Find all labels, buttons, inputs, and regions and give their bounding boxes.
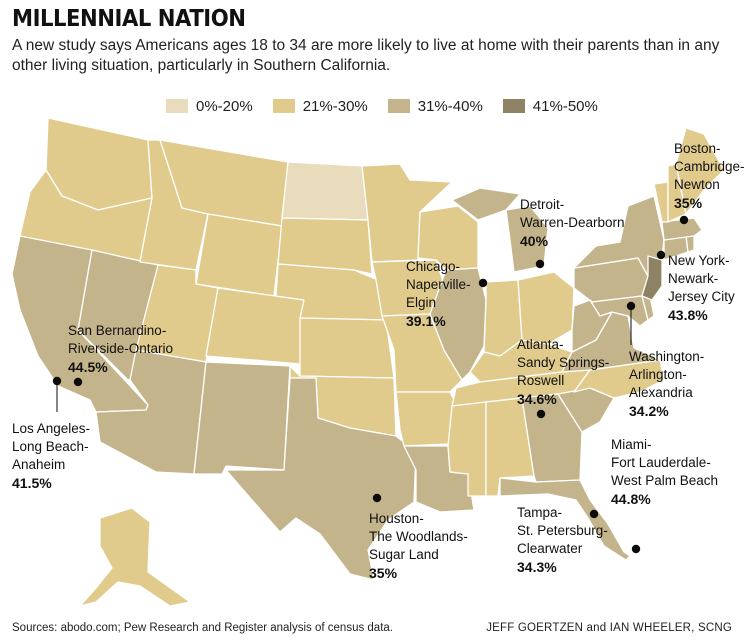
city-name-line: St. Petersburg- [517, 523, 608, 538]
city-name-line: Arlington-Alexandria [629, 367, 693, 400]
city-dot-boston [679, 215, 689, 225]
city-dot-san-bernardino [73, 377, 83, 387]
state-ri [685, 235, 695, 253]
legend-label-31-40: 31%-40% [417, 97, 483, 115]
city-dot-houston [372, 493, 382, 503]
city-name-line: Atlanta- [517, 337, 564, 352]
state-me [675, 127, 725, 215]
city-dot-chicago [478, 278, 488, 288]
state-nj [641, 255, 663, 301]
city-dot-new-york [656, 250, 666, 260]
city-name-line: Chicago- [406, 259, 461, 274]
state-fl [499, 477, 631, 561]
legend-label-0-20: 0%-20% [196, 97, 253, 115]
city-name-line: Jersey City [668, 289, 735, 304]
city-name-line: Cambridge- [674, 159, 745, 174]
state-wy [195, 213, 283, 297]
state-ny [573, 195, 665, 277]
city-name-line: West Palm Beach [611, 473, 719, 488]
legend-swatch-41-50 [502, 99, 525, 113]
city-name-line: The Woodlands- [369, 529, 468, 544]
city-label-san-bernardino: San Bernardino- Riverside-Ontario 44.5% [68, 322, 173, 376]
state-sd [277, 217, 373, 275]
state-ma [661, 217, 703, 241]
legend-swatch-21-30 [272, 99, 295, 113]
city-name-line: Anaheim [12, 457, 66, 472]
city-name-line: Washington- [629, 349, 705, 364]
city-name-line: Newton [674, 177, 720, 192]
city-label-houston: Houston- The Woodlands- Sugar Land 35% [369, 510, 468, 582]
state-ak [79, 507, 191, 607]
state-nd [281, 161, 369, 221]
city-label-atlanta: Atlanta- Sandy Springs- Roswell 34.6% [517, 336, 609, 408]
city-label-washington: Washington- Arlington-Alexandria 34.2% [629, 348, 748, 420]
state-co [205, 287, 305, 365]
city-name-line: New York- [668, 253, 730, 268]
legend-item-31-40: 31%-40% [387, 97, 483, 115]
city-name-line: Long Beach- [12, 439, 89, 454]
legend-item-21-30: 21%-30% [272, 97, 368, 115]
city-dot-atlanta [536, 409, 546, 419]
city-label-los-angeles: Los Angeles- Long Beach- Anaheim 41.5% [12, 420, 90, 492]
city-percent: 39.1% [406, 313, 446, 329]
map-title: MILLENNIAL NATION [12, 6, 246, 32]
city-percent: 34.3% [517, 559, 557, 575]
city-dot-miami [631, 544, 641, 554]
city-label-new-york: New York- Newark- Jersey City 43.8% [668, 252, 735, 324]
states-layer [11, 117, 725, 607]
legend-label-21-30: 21%-30% [302, 97, 368, 115]
city-label-miami: Miami- Fort Lauderdale- West Palm Beach … [611, 436, 718, 508]
state-mi [505, 205, 549, 273]
state-ks [299, 317, 395, 379]
state-ar [395, 391, 457, 447]
city-label-tampa: Tampa- St. Petersburg- Clearwater 34.3% [517, 504, 608, 576]
city-name-line: Sandy Springs- [517, 355, 610, 370]
city-label-boston: Boston- Cambridge- Newton 35% [674, 140, 745, 212]
city-markers [52, 215, 689, 554]
legend-item-0-20: 0%-20% [166, 98, 253, 115]
state-nm [193, 361, 291, 475]
city-name-line: Roswell [517, 373, 565, 388]
city-percent: 34.6% [517, 391, 557, 407]
source-note: Sources: abodo.com; Pew Research and Reg… [12, 622, 393, 634]
legend-swatch-31-40 [387, 99, 410, 113]
city-percent: 43.8% [668, 307, 708, 323]
city-name-line: Riverside-Ontario [68, 341, 174, 356]
city-percent: 40% [520, 233, 549, 249]
map-subtitle: A new study says Americans ages 18 to 34… [12, 37, 720, 74]
city-name-line: Detroit- [520, 197, 565, 212]
state-tx [225, 377, 417, 581]
city-name-line: Elgin [406, 295, 437, 310]
city-percent: 41.5% [12, 475, 52, 491]
city-name-line: Miami- [611, 437, 652, 452]
legend-item-41-50: 41%-50% [502, 97, 598, 115]
city-dot-detroit [535, 259, 545, 269]
city-percent: 35% [674, 195, 703, 211]
city-name-line: Los Angeles- [12, 421, 91, 436]
city-name-line: Newark- [668, 271, 719, 286]
city-label-chicago: Chicago- Naperville- Elgin 39.1% [406, 258, 471, 330]
state-mi-up [451, 187, 521, 221]
city-label-detroit: Detroit- Warren-Dearborn 40% [520, 196, 625, 250]
city-name-line: Naperville- [406, 277, 471, 292]
city-name-line: Houston- [369, 511, 424, 526]
city-percent: 44.5% [68, 359, 108, 375]
legend: 0%-20% 21%-30% 31%-40% 41%-50% [166, 96, 618, 116]
city-percent: 35% [369, 565, 398, 581]
city-percent: 44.8% [611, 491, 651, 507]
city-percent: 34.2% [629, 403, 669, 419]
city-name-line: Sugar Land [369, 547, 439, 562]
credit-line: JEFF GOERTZEN and IAN WHEELER, SCNG [486, 622, 732, 634]
legend-label-41-50: 41%-50% [532, 97, 598, 115]
legend-swatch-0-20 [166, 99, 188, 113]
city-name-line: Warren-Dearborn [520, 215, 625, 230]
city-name-line: Boston- [674, 141, 721, 156]
city-name-line: Tampa- [517, 505, 563, 520]
state-oh [517, 271, 575, 345]
city-name-line: Fort Lauderdale- [611, 455, 711, 470]
city-name-line: Clearwater [517, 541, 583, 556]
city-dot-tampa [589, 509, 599, 519]
city-name-line: San Bernardino- [68, 323, 167, 338]
